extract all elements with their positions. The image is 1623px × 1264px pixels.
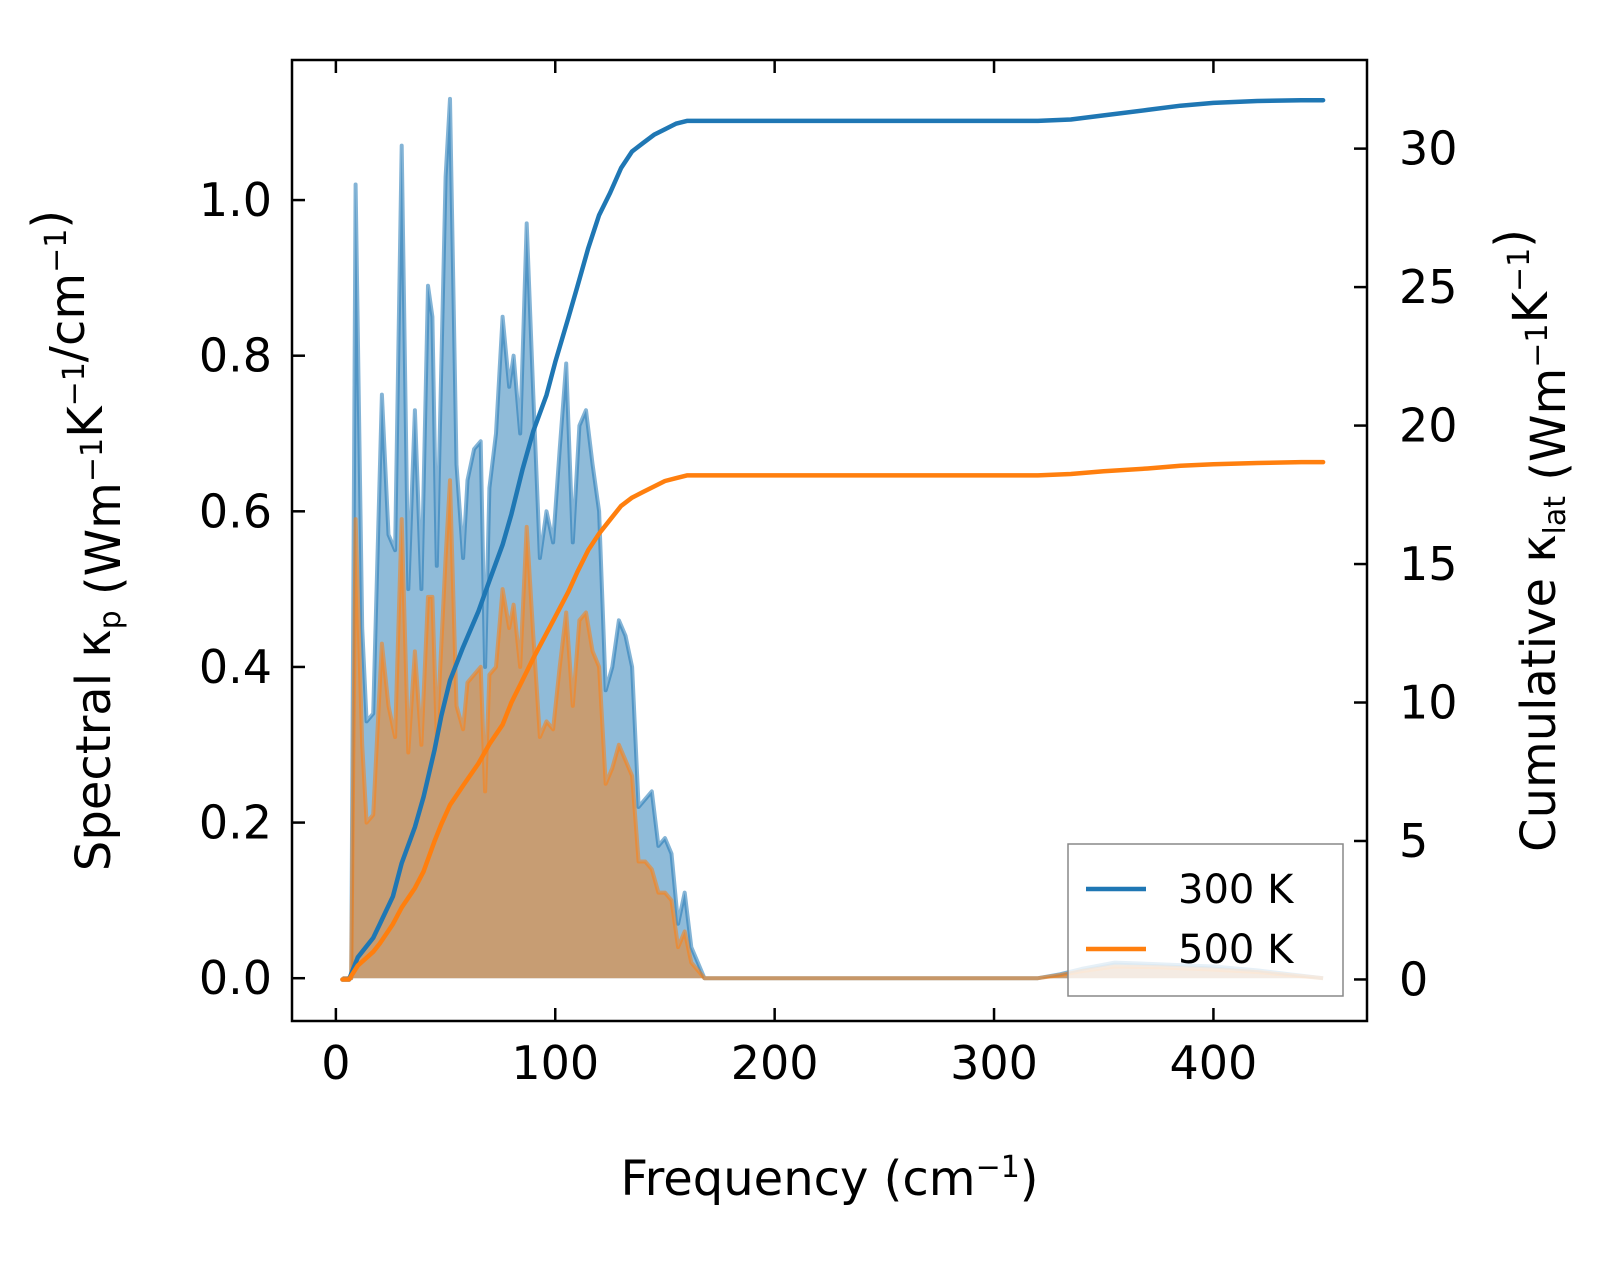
label-superscript: −1	[39, 229, 74, 273]
y-left-tick-label: 1.0	[199, 173, 272, 227]
y-right-tick-label: 10	[1399, 676, 1458, 730]
plot-area	[340, 96, 1326, 982]
y-right-axis-title: Cumulative κlat (Wm−1K−1)	[1485, 229, 1577, 852]
axes: 0 100 200 300 400 0.0 0.2 0.4 0.6 0.8 1.0 0 5 10 15 20 2…	[199, 58, 1458, 1090]
label-text: Spectral κ	[66, 629, 122, 871]
label-superscript: −1	[57, 362, 92, 406]
y-left-tick-label: 0.8	[199, 329, 272, 383]
y-right-tick-label: 0	[1399, 952, 1428, 1006]
label-superscript: −1	[976, 1150, 1020, 1185]
legend-box	[1067, 843, 1344, 997]
label-superscript: −1	[1502, 248, 1537, 292]
cumulative-line-0	[340, 97, 1326, 982]
x-tick-label: 100	[511, 1036, 599, 1090]
legend: 300 K 500 K	[1067, 843, 1344, 997]
y-left-tick-label: 0.4	[199, 640, 272, 694]
spectral-line-0	[342, 96, 1324, 981]
label-text: K	[1503, 291, 1559, 324]
label-text: (Wm	[1521, 368, 1577, 496]
label-text: Cumulative κ	[1511, 534, 1567, 852]
label-text: )	[22, 210, 78, 229]
y-right-tick-label: 15	[1399, 537, 1458, 591]
spectral-fill-1	[342, 480, 1324, 979]
label-subscript: p	[93, 610, 128, 629]
x-tick-label: 400	[1170, 1036, 1258, 1090]
label-superscript: −1	[75, 438, 110, 482]
cumulative-line-1	[340, 459, 1326, 982]
legend-label: 500 K	[1178, 927, 1295, 973]
y-right-tick-label: 30	[1399, 122, 1458, 176]
x-tick-label: 0	[321, 1036, 350, 1090]
x-tick-label: 300	[950, 1036, 1038, 1090]
label-text: /cm	[40, 273, 96, 362]
y-left-tick-label: 0.6	[199, 484, 272, 538]
legend-label: 300 K	[1178, 867, 1295, 913]
y-left-tick-label: 0.2	[199, 796, 272, 850]
spectral-line-1	[342, 478, 1324, 981]
axis-labels: Frequency (cm−1)Spectral κp (Wm−1K−1/cm−…	[22, 210, 1577, 1207]
x-tick-label: 200	[731, 1036, 819, 1090]
label-text: (Wm	[76, 482, 132, 610]
label-text: )	[1020, 1151, 1039, 1207]
y-left-tick-label: 0.0	[199, 951, 272, 1005]
label-text: K	[58, 405, 114, 438]
y-right-tick-label: 25	[1399, 260, 1458, 314]
label-subscript: lat	[1538, 496, 1573, 535]
x-axis-title: Frequency (cm−1)	[620, 1150, 1038, 1207]
label-text: Frequency (cm	[620, 1151, 975, 1207]
label-superscript: −1	[1520, 324, 1555, 368]
y-right-tick-label: 5	[1399, 814, 1428, 868]
y-left-axis-title: Spectral κp (Wm−1K−1/cm−1)	[22, 210, 132, 871]
label-text: )	[1485, 229, 1541, 248]
y-right-tick-label: 20	[1399, 399, 1458, 453]
plot-frame	[290, 58, 1369, 1023]
